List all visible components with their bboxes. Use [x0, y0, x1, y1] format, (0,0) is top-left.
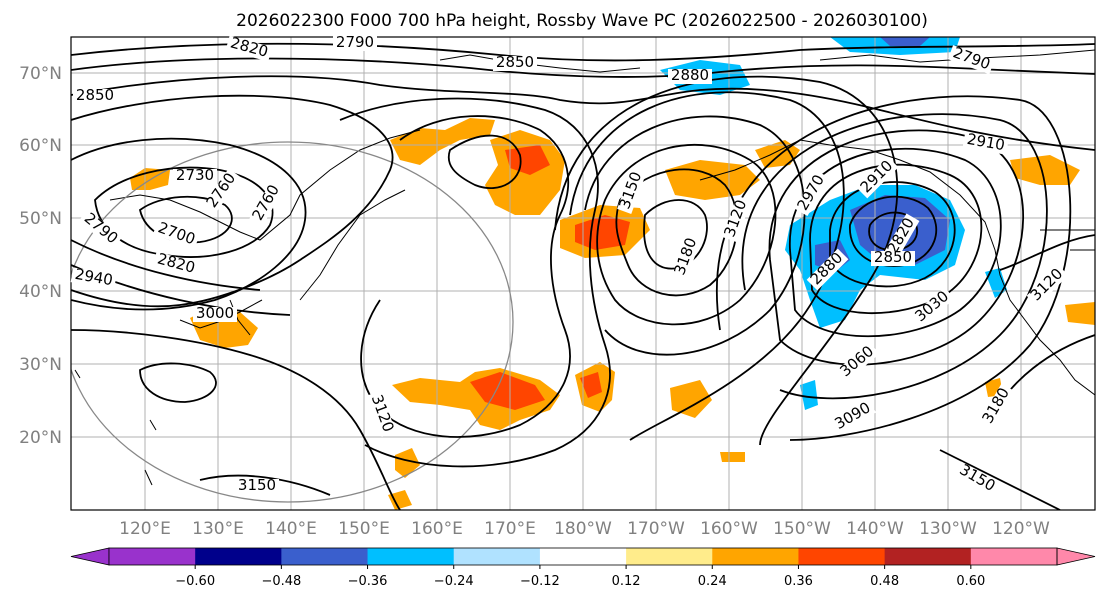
- anomaly-patch: [580, 372, 602, 398]
- map-frame: [70, 36, 1096, 511]
- contour-label: 2850: [496, 53, 534, 71]
- colorbar-tick-label: −0.60: [175, 574, 215, 589]
- contour-label: 3150: [238, 476, 276, 494]
- colorbar-swatch: [367, 548, 455, 565]
- anomaly-patch: [505, 145, 550, 175]
- colorbar-tick-label: 0.12: [612, 574, 641, 589]
- colorbar-tick-label: 0.36: [784, 574, 813, 589]
- colorbar-swatch: [884, 548, 972, 565]
- contour-label: 2790: [336, 33, 374, 51]
- anomaly-patch: [880, 37, 930, 46]
- anomaly-patch: [800, 380, 818, 410]
- lat-label: 40°N: [19, 282, 62, 302]
- colorbar-tick-label: 0.48: [870, 574, 899, 589]
- lat-lon-grid: [71, 37, 1095, 510]
- anomaly-patch: [1010, 155, 1080, 185]
- lat-label: 60°N: [19, 136, 62, 156]
- anomaly-patch: [395, 448, 420, 478]
- lon-label: 140°W: [846, 519, 904, 539]
- lon-label: 150°E: [338, 519, 390, 539]
- lat-label: 50°N: [19, 209, 62, 229]
- latitude-labels: 70°N 60°N 50°N 40°N 30°N 20°N: [19, 64, 62, 448]
- colorbar-tick-label: −0.48: [261, 574, 301, 589]
- colorbar-tick-label: −0.24: [434, 574, 474, 589]
- lon-label: 170°W: [627, 519, 685, 539]
- lon-label: 180°W: [554, 519, 612, 539]
- colorbar-swatch: [539, 548, 627, 565]
- lon-label: 120°E: [119, 519, 171, 539]
- lon-label: 120°W: [992, 519, 1050, 539]
- lat-label: 30°N: [19, 355, 62, 375]
- contour-label: 3000: [196, 304, 234, 322]
- colorbar: [70, 547, 1096, 566]
- anomaly-patch: [670, 380, 712, 418]
- colorbar-swatch: [109, 548, 196, 565]
- colorbar-tick-label: −0.36: [348, 574, 388, 589]
- lon-label: 130°W: [919, 519, 977, 539]
- longitude-labels: 120°E 130°E 140°E 150°E 160°E 170°E 180°W 170°W…: [119, 519, 1050, 539]
- colorbar-swatch: [281, 548, 369, 565]
- lon-label: 150°W: [773, 519, 831, 539]
- anomaly-patch: [1065, 302, 1095, 325]
- contour-label: 2880: [671, 66, 709, 84]
- contour-label: 2850: [76, 86, 114, 104]
- lon-label: 160°W: [700, 519, 758, 539]
- lon-label: 130°E: [192, 519, 244, 539]
- colorbar-swatch: [970, 548, 1058, 565]
- lon-label: 140°E: [265, 519, 317, 539]
- lon-label: 170°E: [484, 519, 536, 539]
- lon-label: 160°E: [411, 519, 463, 539]
- colorbar-ticks: −0.60 −0.48 −0.36 −0.24 −0.12 0.12 0.24 0.36 0.4…: [175, 565, 985, 589]
- colorbar-tick-label: 0.60: [956, 574, 985, 589]
- colorbar-swatch: [798, 548, 886, 565]
- colorbar-extend-min: [70, 547, 110, 566]
- anomaly-patch: [720, 452, 745, 462]
- colorbar-swatch: [195, 548, 282, 565]
- height-contours: [71, 42, 1095, 510]
- colorbar-extend-max: [1056, 547, 1096, 566]
- colorbar-swatch: [626, 548, 713, 565]
- figure-title: 2026022300 F000 700 hPa height, Rossby W…: [236, 11, 928, 31]
- anomaly-patch: [470, 372, 545, 410]
- contour-label: 2730: [176, 166, 214, 184]
- great-circle-outline: [71, 141, 514, 503]
- lat-label: 70°N: [19, 64, 62, 84]
- colorbar-tick-label: −0.12: [520, 574, 560, 589]
- colorbar-swatch: [453, 548, 541, 565]
- colorbar-tick-label: 0.24: [698, 574, 727, 589]
- colorbar-swatch: [712, 548, 799, 565]
- contour-label: 2850: [874, 248, 912, 266]
- lat-label: 20°N: [19, 428, 62, 448]
- anomaly-patch: [388, 490, 412, 510]
